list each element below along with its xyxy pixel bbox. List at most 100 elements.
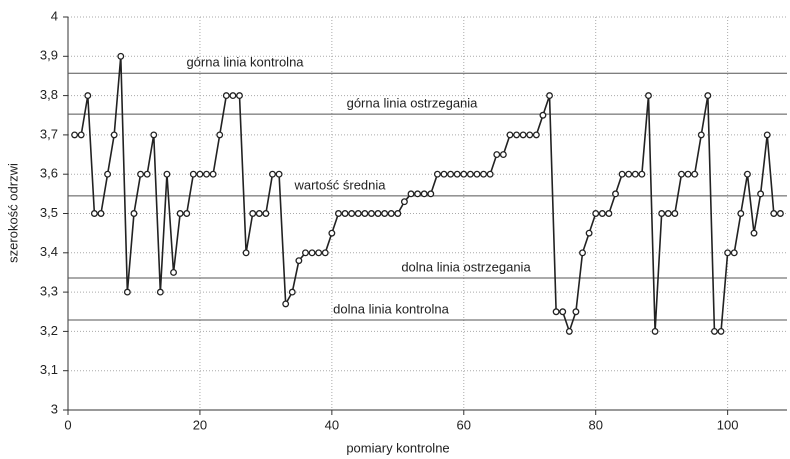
data-point — [196, 170, 204, 178]
data-point — [420, 190, 428, 198]
data-point — [717, 327, 725, 335]
data-point — [480, 170, 488, 178]
data-point — [486, 170, 494, 178]
x-tick-label: 100 — [717, 417, 739, 432]
data-point — [750, 229, 758, 237]
data-point — [678, 170, 685, 178]
data-point — [348, 210, 356, 217]
reference-label: dolna linia ostrzegania — [401, 259, 531, 274]
data-point — [236, 92, 243, 100]
data-point — [150, 131, 158, 139]
data-point — [242, 249, 250, 257]
data-point — [440, 170, 448, 178]
data-point — [552, 308, 560, 316]
data-point — [737, 210, 745, 217]
data-point — [262, 210, 270, 217]
data-point — [123, 288, 131, 296]
data-point — [203, 170, 210, 178]
x-tick-label: 40 — [325, 417, 339, 432]
data-point — [757, 190, 765, 198]
data-point — [433, 170, 441, 178]
y-tick-label: 4 — [51, 8, 58, 23]
data-point — [473, 170, 481, 178]
data-point — [269, 170, 276, 178]
data-point — [453, 170, 461, 178]
x-tick-label: 20 — [193, 417, 207, 432]
data-point — [631, 170, 639, 178]
x-tick-label: 0 — [64, 417, 71, 432]
data-point — [763, 131, 771, 139]
x-axis-label: pomiary kontrolne — [346, 440, 449, 455]
data-point — [387, 210, 395, 217]
data-point — [361, 210, 369, 217]
data-point — [117, 52, 125, 60]
reference-label: górna linia ostrzegania — [347, 96, 479, 111]
data-point — [176, 210, 184, 217]
data-point — [776, 210, 784, 217]
data-point — [71, 131, 79, 139]
data-point — [645, 92, 652, 100]
data-point — [565, 327, 573, 335]
data-point — [282, 300, 290, 308]
data-point — [546, 92, 553, 100]
data-point — [730, 249, 738, 257]
data-point — [407, 190, 415, 198]
data-point — [156, 288, 164, 296]
data-point — [499, 151, 507, 158]
data-point — [466, 170, 474, 178]
data-point — [130, 210, 138, 217]
data-point — [651, 327, 659, 335]
data-point — [381, 210, 389, 217]
data-point — [328, 229, 336, 237]
data-point — [308, 249, 316, 257]
data-point — [770, 210, 778, 217]
data-point — [612, 190, 619, 198]
data-point — [163, 170, 171, 178]
y-tick-label: 3,3 — [40, 284, 58, 299]
data-point — [295, 257, 303, 265]
data-point — [691, 170, 699, 178]
data-point — [532, 131, 540, 139]
data-point — [658, 210, 666, 217]
data-point — [143, 170, 151, 178]
y-tick-label: 3 — [51, 401, 58, 416]
data-point — [90, 210, 98, 217]
data-point — [394, 210, 402, 217]
data-point — [189, 170, 197, 178]
data-point — [414, 190, 422, 198]
data-point — [447, 170, 455, 178]
data-point — [84, 92, 92, 100]
data-point — [170, 269, 177, 276]
y-tick-label: 3,6 — [40, 166, 58, 181]
data-point — [513, 131, 521, 139]
data-point — [341, 210, 349, 217]
data-point — [302, 249, 309, 257]
data-point — [367, 210, 375, 217]
data-point — [321, 249, 329, 257]
data-point — [110, 131, 118, 139]
data-point — [77, 131, 85, 139]
x-tick-label: 80 — [588, 417, 602, 432]
data-point — [605, 210, 613, 217]
y-tick-label: 3,5 — [40, 205, 58, 220]
data-point — [493, 151, 501, 158]
data-point — [209, 170, 217, 178]
data-point — [255, 210, 263, 217]
x-tick-label: 60 — [457, 417, 471, 432]
data-point — [506, 131, 514, 139]
data-point — [625, 170, 633, 178]
data-point — [664, 210, 672, 217]
reference-label: dolna linia kontrolna — [333, 301, 449, 316]
data-point — [354, 210, 362, 217]
data-point — [724, 249, 732, 257]
data-point — [592, 210, 600, 217]
reference-label: górna linia kontrolna — [186, 55, 304, 70]
data-point — [743, 170, 751, 178]
data-point — [137, 170, 145, 178]
data-point — [374, 210, 382, 217]
reference-label: wartość średnia — [293, 177, 386, 192]
y-tick-label: 3,1 — [40, 362, 58, 377]
data-point — [104, 170, 112, 178]
y-tick-label: 3,9 — [40, 48, 58, 63]
